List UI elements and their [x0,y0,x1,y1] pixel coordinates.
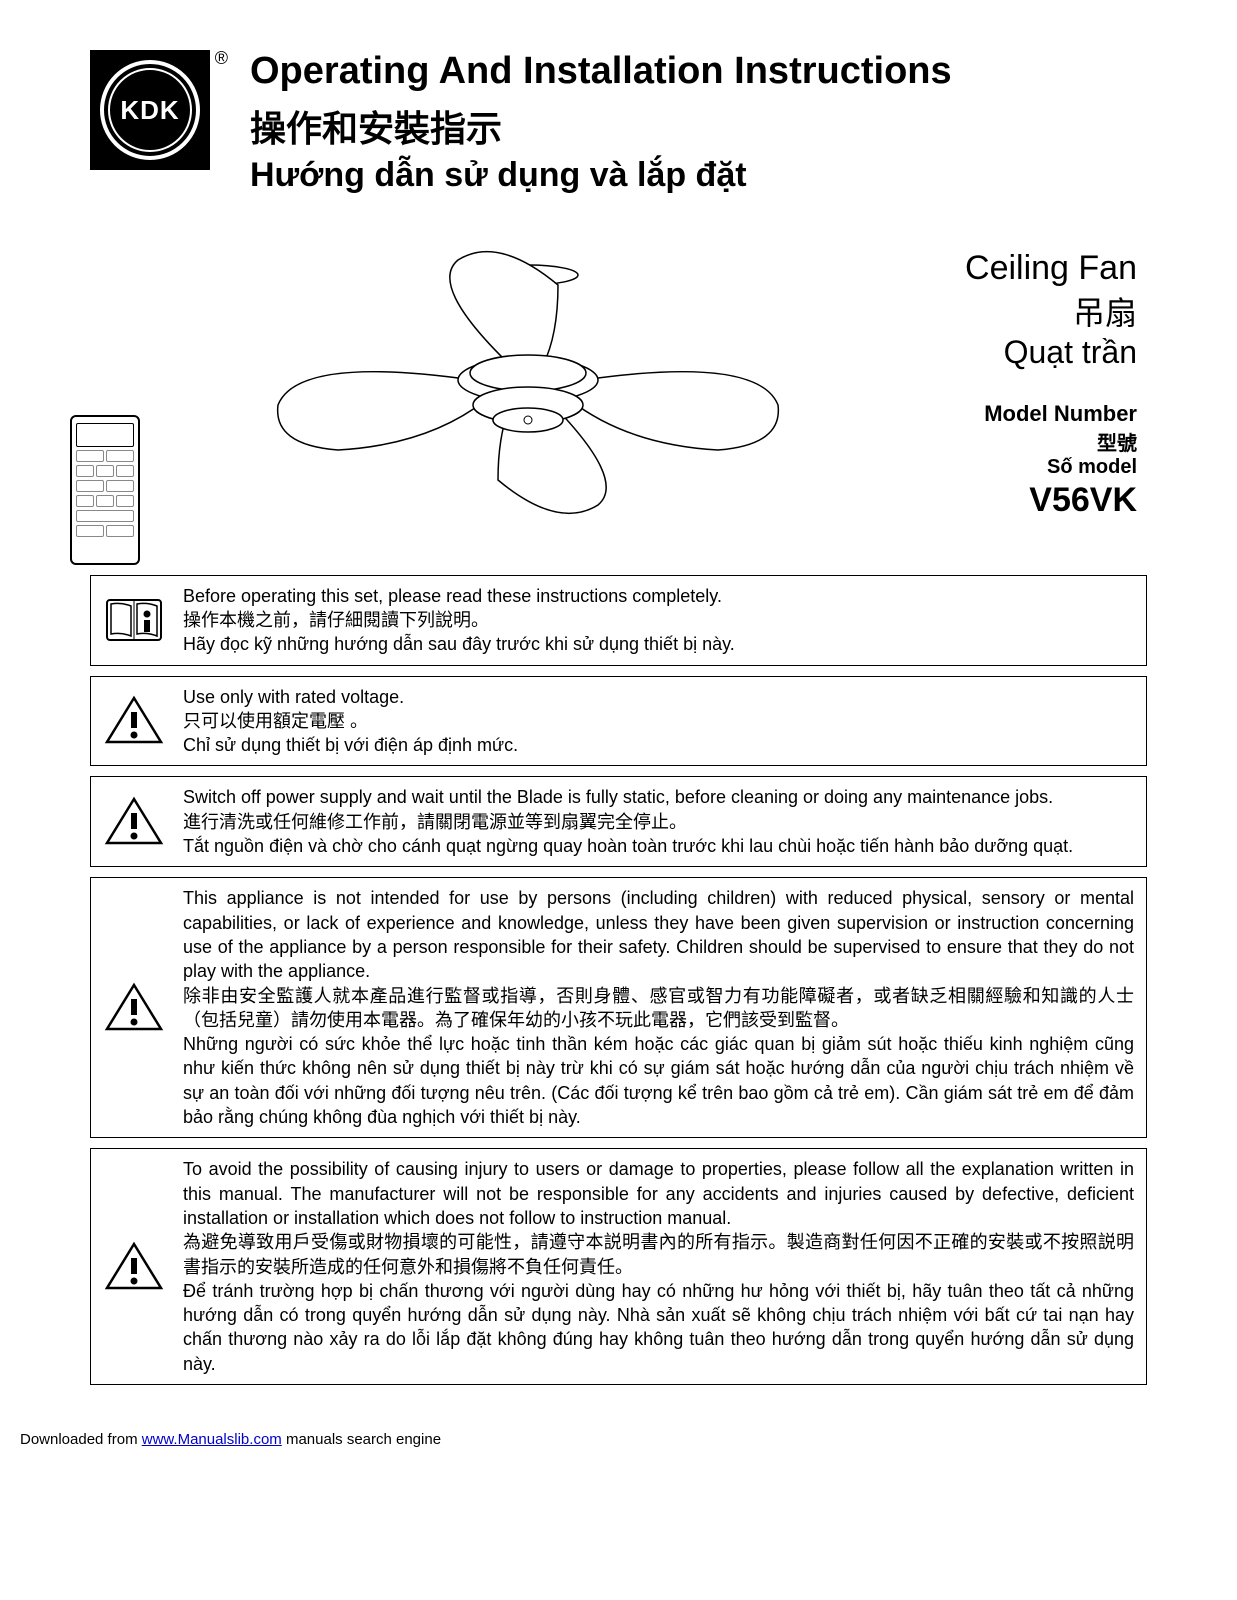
product-section: Ceiling Fan 吊扇 Quạt trần Model Number 型號… [90,215,1147,555]
warning-box: Use only with rated voltage.只可以使用額定電壓 。C… [90,676,1147,767]
product-labels: Ceiling Fan 吊扇 Quạt trần Model Number 型號… [965,249,1147,520]
page: KDK ® Operating And Installation Instruc… [0,0,1237,1425]
title-en: Operating And Installation Instructions [250,50,1147,94]
warning-zh: 只可以使用額定電壓 。 [183,709,1134,733]
footer-link[interactable]: www.Manualslib.com [142,1431,282,1448]
warning-en: Before operating this set, please read t… [183,584,1134,608]
warning-vi: Chỉ sử dụng thiết bị với điện áp định mứ… [183,733,1134,757]
warning-zh: 操作本機之前，請仔細閱讀下列說明。 [183,608,1134,632]
footer-prefix: Downloaded from [20,1431,142,1448]
warning-text: Switch off power supply and wait until t… [183,785,1134,858]
warning-icon [103,795,165,849]
warning-en: Switch off power supply and wait until t… [183,785,1134,809]
warning-en: To avoid the possibility of causing inju… [183,1157,1134,1230]
product-name-zh: 吊扇 [965,288,1137,334]
warning-text: Use only with rated voltage.只可以使用額定電壓 。C… [183,685,1134,758]
warning-box: Switch off power supply and wait until t… [90,776,1147,867]
product-name-en: Ceiling Fan [965,249,1137,288]
ceiling-fan-icon [248,225,808,545]
model-label-vi: Số model [965,456,1137,479]
warning-zh: 進行清洗或任何維修工作前，請關閉電源並等到扇翼完全停止。 [183,810,1134,834]
warning-text: This appliance is not intended for use b… [183,886,1134,1129]
warnings-list: Before operating this set, please read t… [90,575,1147,1385]
info-icon [103,594,165,646]
warning-box: Before operating this set, please read t… [90,575,1147,666]
title-vi: Hướng dẫn sử dụng và lắp đặt [250,156,1147,195]
model-number: V56VK [965,481,1137,520]
product-name-vi: Quạt trần [965,334,1137,371]
title-block: Operating And Installation Instructions … [250,50,1147,195]
warning-en: This appliance is not intended for use b… [183,886,1134,983]
warning-vi: Để tránh trường hợp bị chấn thương với n… [183,1279,1134,1376]
warning-vi: Tắt nguồn điện và chờ cho cánh quạt ngừn… [183,834,1134,858]
warning-icon [103,1240,165,1294]
warning-zh: 除非由安全監護人就本產品進行監督或指導，否則身體、感官或智力有功能障礙者，或者缺… [183,984,1134,1033]
warning-vi: Những người có sức khỏe thể lực hoặc tin… [183,1032,1134,1129]
fan-illustration [90,215,965,555]
warning-en: Use only with rated voltage. [183,685,1134,709]
model-label-en: Model Number [965,401,1137,427]
kdk-logo: KDK ® [90,50,210,170]
logo-text: KDK [120,95,179,126]
warning-icon [103,981,165,1035]
warning-zh: 為避免導致用戶受傷或財物損壞的可能性，請遵守本説明書內的所有指示。製造商對任何因… [183,1230,1134,1279]
warning-text: Before operating this set, please read t… [183,584,1134,657]
title-zh: 操作和安裝指示 [250,100,1147,152]
warning-box: To avoid the possibility of causing inju… [90,1148,1147,1385]
registered-mark: ® [215,48,228,69]
warning-box: This appliance is not intended for use b… [90,877,1147,1138]
model-label-zh: 型號 [965,427,1137,456]
footer-suffix: manuals search engine [282,1431,441,1448]
footer: Downloaded from www.Manualslib.com manua… [0,1425,1237,1454]
warning-text: To avoid the possibility of causing inju… [183,1157,1134,1376]
remote-control-icon [70,415,140,565]
warning-vi: Hãy đọc kỹ những hướng dẫn sau đây trước… [183,632,1134,656]
header: KDK ® Operating And Installation Instruc… [90,50,1147,195]
warning-icon [103,694,165,748]
